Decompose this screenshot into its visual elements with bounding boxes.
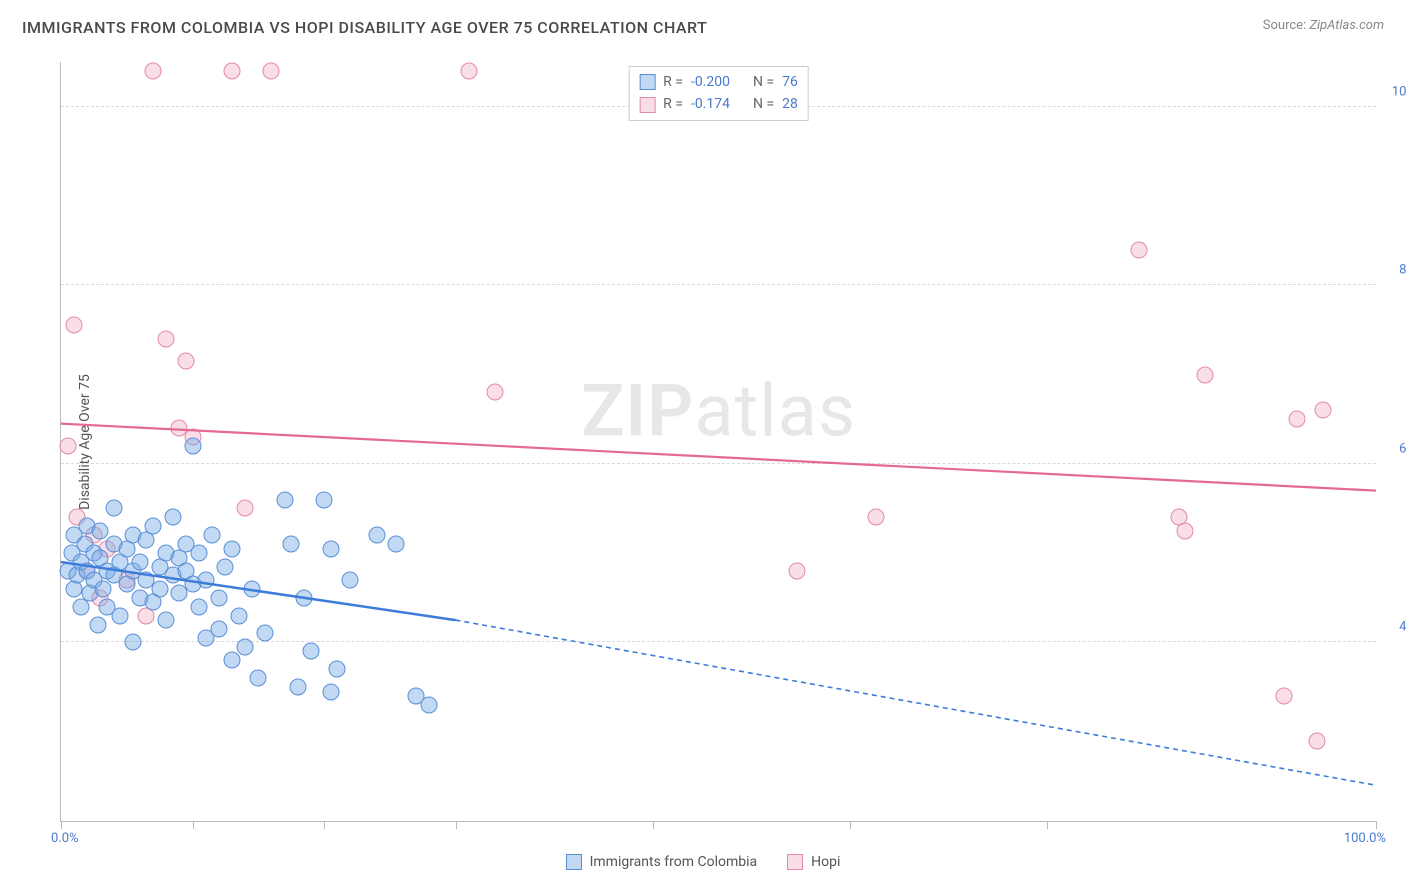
x-tick [324,821,325,829]
swatch-series-b-icon [787,854,803,870]
series-legend: Immigrants from Colombia Hopi [0,854,1406,870]
swatch-series-b-icon [639,97,655,113]
x-tick [193,821,194,829]
regression-line [61,424,1376,491]
series-a-label: Immigrants from Colombia [590,854,758,870]
chart-title: IMMIGRANTS FROM COLOMBIA VS HOPI DISABIL… [22,18,707,37]
regression-line [456,620,1377,785]
y-tick-label: 80.0% [1382,263,1406,278]
x-tick [61,821,62,829]
swatch-series-a-icon [566,854,582,870]
y-tick-label: 40.0% [1382,620,1406,635]
x-tick [850,821,851,829]
stats-legend: R = -0.200 N = 76 R = -0.174 N = 28 [628,66,809,121]
regression-line [61,562,456,620]
y-tick-label: 60.0% [1382,441,1406,456]
x-axis-labels: 0.0% 100.0% [61,831,1376,851]
x-tick [1047,821,1048,829]
x-tick [653,821,654,829]
series-b-label: Hopi [811,854,840,870]
source-attribution: Source: ZipAtlas.com [1263,18,1384,33]
x-tick [1376,821,1377,829]
swatch-series-a-icon [639,74,655,90]
y-tick-label: 100.0% [1382,84,1406,99]
x-tick [456,821,457,829]
plot-area: Disability Age Over 75 40.0%60.0%80.0%10… [60,62,1376,822]
